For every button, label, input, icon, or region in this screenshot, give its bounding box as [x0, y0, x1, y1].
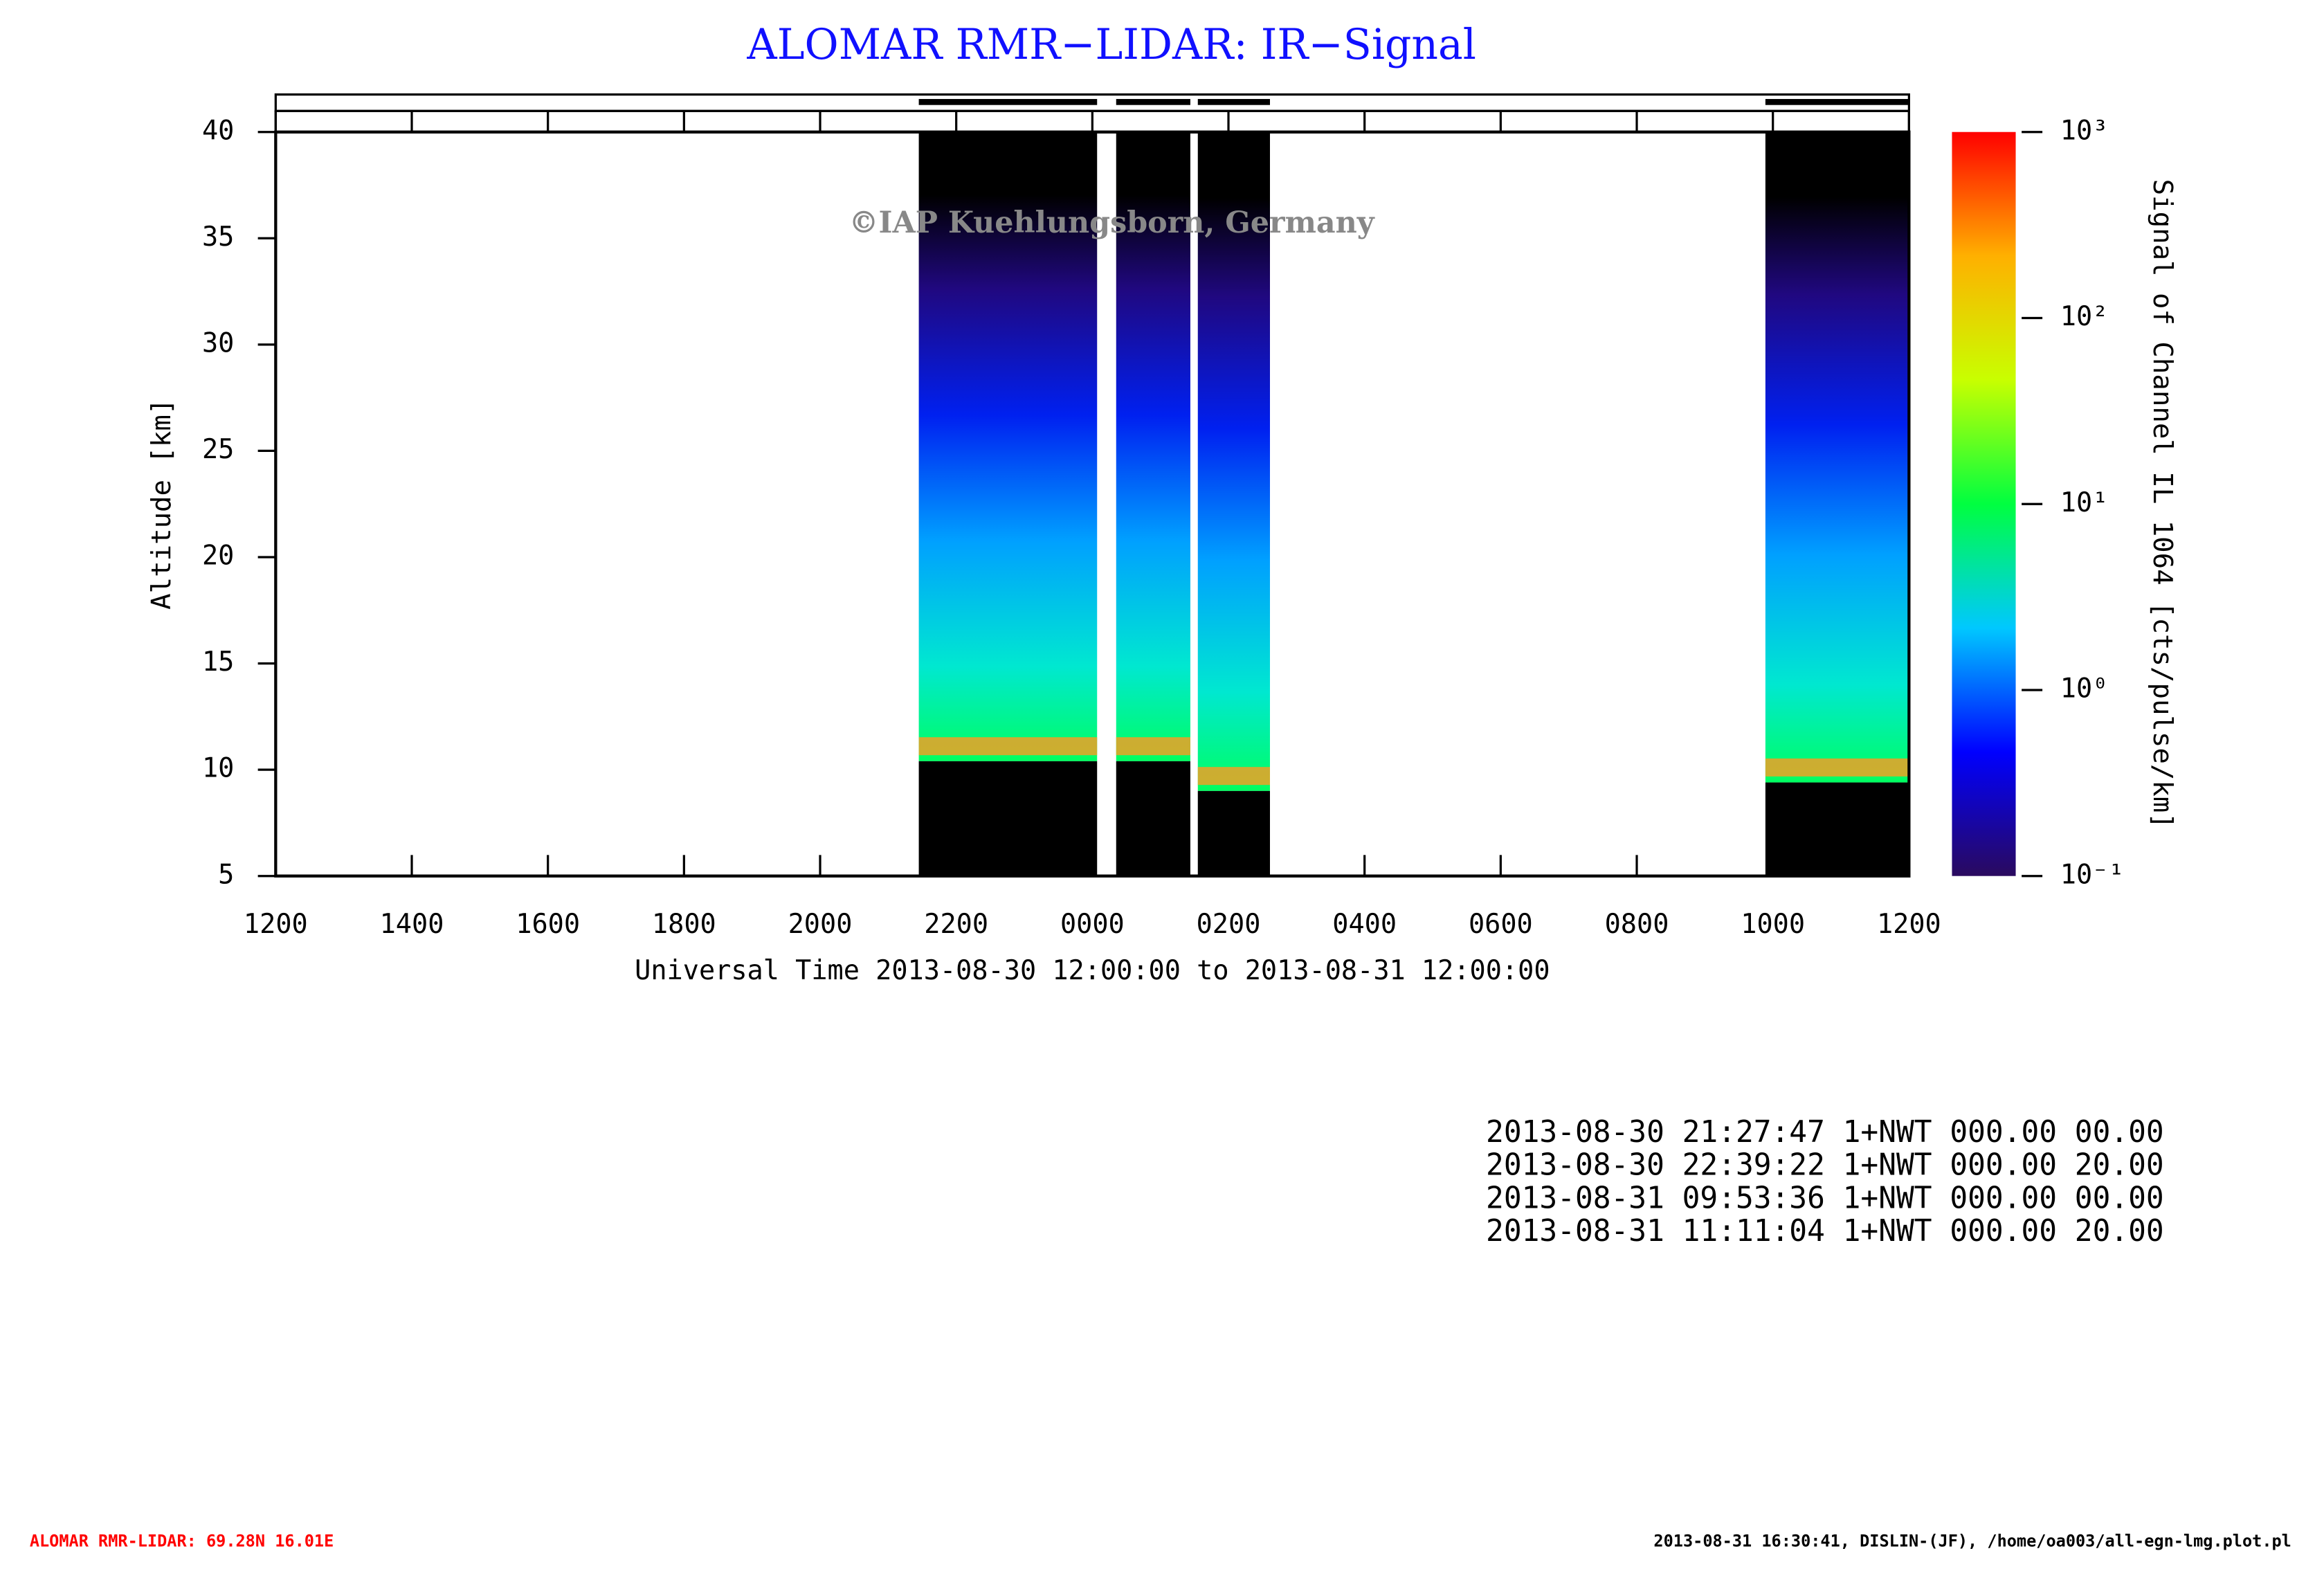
y-tick-label: 15 — [202, 646, 234, 678]
x-tick-label: 1400 — [380, 909, 444, 940]
signal-block — [1197, 131, 1270, 791]
colorbar-tick-label: 10⁰ — [2060, 673, 2109, 704]
y-tick-label: 10 — [202, 752, 234, 783]
log-record: 2013-08-30 21:27:47 1+NWT 000.00 00.00 — [1486, 1115, 2164, 1150]
x-tick-label: 0600 — [1469, 909, 1533, 940]
x-tick-label: 0800 — [1605, 909, 1669, 940]
log-record: 2013-08-31 09:53:36 1+NWT 000.00 00.00 — [1486, 1181, 2164, 1215]
y-tick-label: 20 — [202, 540, 234, 571]
footer-right: 2013-08-31 16:30:41, DISLIN-(JF), /home/… — [1653, 1531, 2291, 1550]
below-cloud — [1765, 782, 1909, 876]
y-tick-label: 30 — [202, 327, 234, 359]
x-tick-label: 1200 — [1877, 909, 1941, 940]
x-tick-label: 0400 — [1332, 909, 1397, 940]
below-cloud — [918, 761, 1098, 876]
x-tick-label: 1800 — [652, 909, 716, 940]
cloud-layer — [1197, 767, 1270, 786]
x-tick-label: 1600 — [516, 909, 580, 940]
y-tick-label: 5 — [218, 859, 234, 890]
y-axis-label: Altitude [km] — [146, 399, 177, 610]
x-tick-label: 1000 — [1741, 909, 1805, 940]
cloud-layer — [1116, 737, 1190, 756]
below-cloud — [1116, 761, 1190, 876]
signal-block — [1116, 131, 1190, 761]
colorbar-tick-label: 10⁻¹ — [2060, 859, 2125, 890]
colorbar-tick-label: 10³ — [2060, 115, 2109, 146]
colorbar — [1952, 131, 2016, 876]
log-record: 2013-08-30 22:39:22 1+NWT 000.00 20.00 — [1486, 1148, 2164, 1182]
y-tick-label: 40 — [202, 115, 234, 146]
strip-marker — [918, 99, 1098, 105]
strip-marker — [1765, 99, 1909, 105]
x-axis-label: Universal Time 2013-08-30 12:00:00 to 20… — [635, 955, 1550, 986]
x-tick-label: 0200 — [1197, 909, 1261, 940]
chart-title: ALOMAR RMR−LIDAR: IR−Signal — [746, 21, 1476, 69]
below-cloud — [1197, 790, 1270, 876]
colorbar-tick-label: 10¹ — [2060, 487, 2109, 518]
signal-block — [918, 131, 1098, 761]
log-record: 2013-08-31 11:11:04 1+NWT 000.00 20.00 — [1486, 1214, 2164, 1249]
x-tick-label: 1200 — [244, 909, 308, 940]
cloud-layer — [918, 737, 1098, 756]
y-tick-label: 25 — [202, 434, 234, 465]
colorbar-label: Signal of Channel IL 1064 [cts/pulse/km] — [2147, 179, 2178, 829]
strip-marker — [1197, 99, 1270, 105]
x-tick-label: 2000 — [788, 909, 853, 940]
footer-left: ALOMAR RMR-LIDAR: 69.28N 16.01E — [30, 1531, 334, 1550]
x-tick-label: 2200 — [924, 909, 988, 940]
x-tick-label: 0000 — [1060, 909, 1125, 940]
colorbar-tick-label: 10² — [2060, 301, 2109, 332]
y-tick-label: 35 — [202, 221, 234, 253]
strip-marker — [1116, 99, 1190, 105]
signal-block — [1765, 131, 1909, 783]
cloud-layer — [1765, 758, 1909, 777]
watermark: ©IAP Kuehlungsborn, Germany — [849, 206, 1376, 240]
